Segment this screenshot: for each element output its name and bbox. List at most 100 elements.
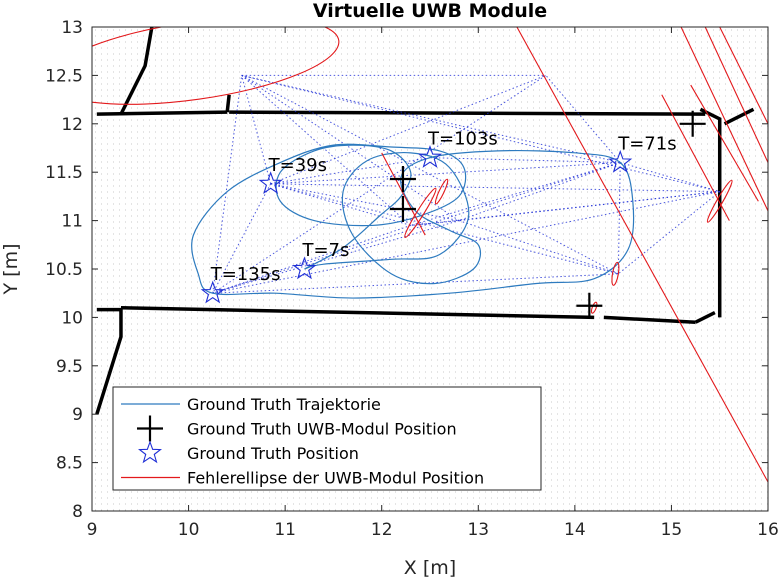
error-ellipse [590, 301, 598, 314]
measurement-ray [270, 74, 547, 185]
wall-segment [723, 107, 755, 126]
legend-label: Ground Truth Trajektorie [187, 395, 381, 414]
y-axis-label: Y [m] [0, 244, 22, 296]
measurement-ray [545, 75, 621, 163]
error-ellipse [611, 261, 620, 286]
uwb-module-marker [389, 195, 416, 222]
measurement-rays [212, 74, 721, 294]
measurement-ray [212, 224, 411, 294]
wall-segment [225, 94, 231, 113]
y-tick-label: 8.5 [56, 454, 83, 474]
measurement-ray [617, 191, 721, 275]
uwb-module-marker [389, 165, 416, 192]
error-ellipse [434, 178, 449, 205]
position-star-marker [608, 149, 633, 173]
measurement-ray [458, 220, 619, 275]
legend-label: Fehlerellipse der UWB-Modul Position [187, 469, 484, 488]
measurement-ray [241, 74, 621, 164]
measurement-ray [620, 162, 720, 193]
measurement-ray [241, 75, 412, 226]
error-ellipse-line [719, 27, 768, 125]
wall-segment [95, 307, 123, 415]
y-tick-label: 10 [61, 308, 83, 328]
ground-truth-trajectory [191, 143, 635, 299]
x-axis-label: X [m] [404, 557, 456, 578]
wall-segment [96, 110, 228, 116]
error-ellipse [92, 27, 340, 105]
x-tick-label: 10 [178, 520, 200, 540]
measurement-ray [458, 162, 621, 222]
measurement-ray [212, 191, 720, 294]
measurement-ray [241, 74, 460, 222]
measurement-ray [212, 220, 460, 294]
wall-segment [694, 310, 716, 324]
y-tick-label: 8 [72, 502, 83, 522]
y-tick-label: 9 [72, 405, 83, 425]
error-ellipse-line [690, 84, 759, 202]
error-ellipse [404, 187, 437, 239]
y-tick-label: 11 [61, 212, 83, 232]
wall-segment [603, 315, 696, 324]
error-ellipses [92, 27, 768, 483]
measurement-ray [270, 183, 411, 226]
time-annotation: T=103s [427, 129, 498, 150]
measurement-ray [410, 191, 720, 226]
error-ellipse-line [661, 94, 730, 221]
y-tick-label: 12 [61, 115, 83, 135]
position-star-marker [292, 256, 317, 280]
error-ellipse [706, 179, 733, 223]
measurement-ray [410, 162, 621, 226]
x-tick-label: 11 [274, 520, 296, 540]
axis-ticks: 9 10 11 12 13 14 15 16 8 8.5 9 9.5 10 10.5 11 11.5 12 12.… [45, 18, 779, 540]
measurement-ray [270, 183, 720, 193]
y-tick-label: 12.5 [45, 66, 83, 86]
x-tick-label: 9 [87, 520, 98, 540]
x-tick-label: 16 [757, 520, 779, 540]
measurement-ray [212, 162, 621, 294]
legend-label: Ground Truth UWB-Modul Position [187, 420, 457, 439]
position-star-marker [200, 280, 225, 304]
uwb-module-marker [679, 110, 706, 137]
time-annotation: T=39s [268, 155, 327, 176]
wall-segment [229, 110, 706, 116]
legend-swatch-star [137, 440, 163, 464]
position-star-marker [417, 145, 443, 168]
measurement-ray [241, 74, 619, 275]
uwb-module-marker [576, 292, 603, 319]
x-tick-label: 12 [371, 520, 393, 540]
time-annotation: T=71s [617, 134, 676, 155]
measurement-ray [270, 157, 431, 185]
y-tick-label: 9.5 [56, 357, 83, 377]
measurement-ray [212, 75, 243, 294]
measurement-ray [458, 191, 720, 222]
error-ellipse-line [381, 152, 426, 236]
x-tick-label: 13 [467, 520, 489, 540]
error-ellipse-line [516, 27, 768, 483]
wall-segment [119, 27, 154, 115]
map-walls [95, 27, 755, 415]
y-tick-label: 13 [61, 18, 83, 38]
y-tick-label: 10.5 [45, 260, 83, 280]
uwb-modules [389, 110, 706, 319]
measurement-ray [617, 162, 621, 274]
legend-swatch-plus [137, 415, 163, 442]
position-star-marker [258, 171, 283, 195]
measurement-ray [212, 183, 272, 294]
error-ellipse-line [704, 27, 768, 163]
time-annotation: T=135s [210, 264, 281, 285]
legend-box [112, 386, 542, 491]
legend: Ground Truth Trajektorie Ground Truth UWB… [112, 386, 542, 491]
x-tick-label: 14 [564, 520, 586, 540]
y-tick-label: 11.5 [45, 163, 83, 183]
wall-segment [120, 305, 595, 320]
x-tick-label: 15 [661, 520, 683, 540]
ground-truth-positions [200, 145, 633, 304]
trajectory-line [191, 143, 635, 299]
chart-title: Virtuelle UWB Module [313, 0, 547, 22]
legend-label: Ground Truth Position [187, 444, 359, 463]
measurement-ray [241, 75, 272, 184]
error-ellipse-line [680, 27, 768, 212]
time-annotations: T=7s T=39s T=71s T=103s T=135s [210, 129, 677, 286]
time-annotation: T=7s [301, 240, 349, 261]
